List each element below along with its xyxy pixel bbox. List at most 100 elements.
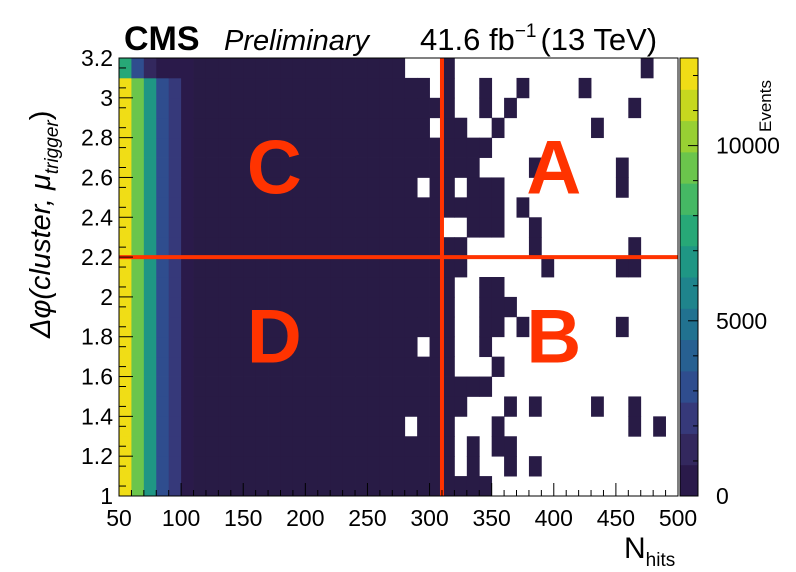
heatmap-cell bbox=[367, 296, 381, 318]
heatmap-cell bbox=[404, 277, 418, 298]
heatmap-cell bbox=[143, 117, 157, 139]
heatmap-cell bbox=[218, 117, 232, 139]
y-axis-title-main: Δφ(cluster, μ bbox=[25, 174, 57, 339]
heatmap-cell bbox=[379, 177, 393, 198]
heatmap-cell bbox=[205, 436, 219, 457]
heatmap-cell bbox=[441, 356, 455, 377]
heatmap-cell bbox=[181, 316, 194, 338]
heatmap-cell bbox=[342, 58, 356, 79]
heatmap-cell bbox=[305, 157, 319, 178]
heatmap-cell bbox=[317, 476, 331, 497]
x-tick-label: 350 bbox=[472, 505, 510, 531]
heatmap-cell bbox=[479, 177, 493, 198]
heatmap-cell bbox=[342, 416, 356, 437]
heatmap-cell bbox=[466, 157, 480, 178]
heatmap-cell bbox=[541, 257, 555, 278]
heatmap-cell bbox=[218, 77, 232, 99]
heatmap-cell bbox=[454, 376, 468, 397]
heatmap-cell bbox=[355, 416, 368, 437]
heatmap-cell bbox=[268, 476, 281, 497]
heatmap-cell bbox=[305, 137, 319, 158]
heatmap-cell bbox=[205, 137, 219, 158]
heatmap-cell bbox=[392, 257, 406, 278]
heatmap-cell bbox=[379, 257, 393, 278]
heatmap-cell bbox=[268, 296, 281, 318]
heatmap-cell bbox=[504, 396, 517, 417]
heatmap-cell bbox=[255, 77, 269, 99]
colorbar: 0 5000 10000 bbox=[679, 57, 780, 509]
heatmap-cell bbox=[392, 277, 406, 298]
heatmap-cell bbox=[230, 316, 244, 338]
heatmap-cell bbox=[615, 316, 629, 338]
heatmap-cell bbox=[367, 197, 381, 218]
heatmap-cell bbox=[193, 296, 207, 318]
heatmap-cell bbox=[392, 416, 406, 437]
heatmap-cell bbox=[205, 177, 219, 198]
heatmap-cell bbox=[131, 137, 145, 158]
heatmap-cell bbox=[342, 177, 356, 198]
heatmap-cell bbox=[367, 97, 381, 119]
heatmap-cell bbox=[230, 257, 244, 278]
heatmap-cell bbox=[268, 137, 281, 158]
heatmap-cell bbox=[404, 476, 418, 497]
heatmap-cell bbox=[466, 376, 480, 397]
y-tick-label: 1 bbox=[100, 483, 113, 509]
heatmap-cell bbox=[516, 197, 530, 218]
heatmap-cell bbox=[156, 396, 170, 417]
y-tick-label: 1.4 bbox=[81, 403, 113, 429]
heatmap-cell bbox=[280, 97, 294, 119]
heatmap-cell bbox=[441, 396, 455, 417]
heatmap-cell bbox=[367, 77, 381, 99]
y-tick-label: 2 bbox=[100, 284, 113, 310]
heatmap-cell bbox=[280, 396, 294, 417]
heatmap-cell bbox=[330, 177, 343, 198]
heatmap-cell bbox=[280, 476, 294, 497]
heatmap-cell bbox=[143, 97, 157, 119]
heatmap-cell bbox=[168, 476, 182, 497]
heatmap-cell bbox=[193, 336, 207, 358]
heatmap-cell bbox=[168, 177, 182, 198]
y-axis-title-sub: trigger bbox=[42, 120, 63, 175]
heatmap-cell bbox=[628, 416, 642, 437]
heatmap-cell bbox=[417, 296, 430, 318]
heatmap-cell bbox=[392, 237, 406, 258]
heatmap-cell bbox=[441, 77, 455, 99]
heatmap-cell bbox=[528, 237, 542, 258]
heatmap-cell bbox=[193, 476, 207, 497]
heatmap-cell bbox=[330, 296, 343, 318]
heatmap-cell bbox=[491, 217, 505, 238]
heatmap-cell bbox=[367, 316, 381, 338]
heatmap-cell bbox=[181, 456, 194, 477]
heatmap-cell bbox=[417, 436, 430, 457]
heatmap-cell bbox=[156, 137, 170, 158]
heatmap-cell bbox=[181, 277, 194, 298]
heatmap-cell bbox=[255, 316, 269, 338]
heatmap-cell bbox=[466, 476, 480, 497]
heatmap-cell bbox=[255, 157, 269, 178]
heatmap-cell bbox=[131, 117, 145, 139]
heatmap-cell bbox=[404, 396, 418, 417]
heatmap-cell bbox=[143, 456, 157, 477]
cut-lines bbox=[119, 58, 678, 496]
heatmap-cell bbox=[317, 117, 331, 139]
heatmap-cell bbox=[491, 197, 505, 218]
heatmap-cell bbox=[379, 58, 393, 79]
heatmap-cell bbox=[330, 157, 343, 178]
heatmap-cell bbox=[355, 177, 368, 198]
heatmap-cell bbox=[218, 296, 232, 318]
heatmap-cell bbox=[417, 77, 430, 99]
heatmap-cell bbox=[131, 476, 145, 497]
heatmap-cell bbox=[280, 217, 294, 238]
heatmap-cell bbox=[379, 197, 393, 218]
heatmap-cell bbox=[131, 416, 145, 437]
heatmap-cell bbox=[143, 336, 157, 358]
heatmap-cell bbox=[230, 456, 244, 477]
heatmap-cell bbox=[255, 197, 269, 218]
heatmap-cell bbox=[268, 277, 281, 298]
heatmap-cell bbox=[292, 77, 306, 99]
heatmap-cell bbox=[466, 137, 480, 158]
heatmap-cell bbox=[417, 257, 430, 278]
heatmap-cell bbox=[479, 476, 493, 497]
heatmap-cell bbox=[578, 77, 592, 99]
heatmap-cell bbox=[342, 376, 356, 397]
